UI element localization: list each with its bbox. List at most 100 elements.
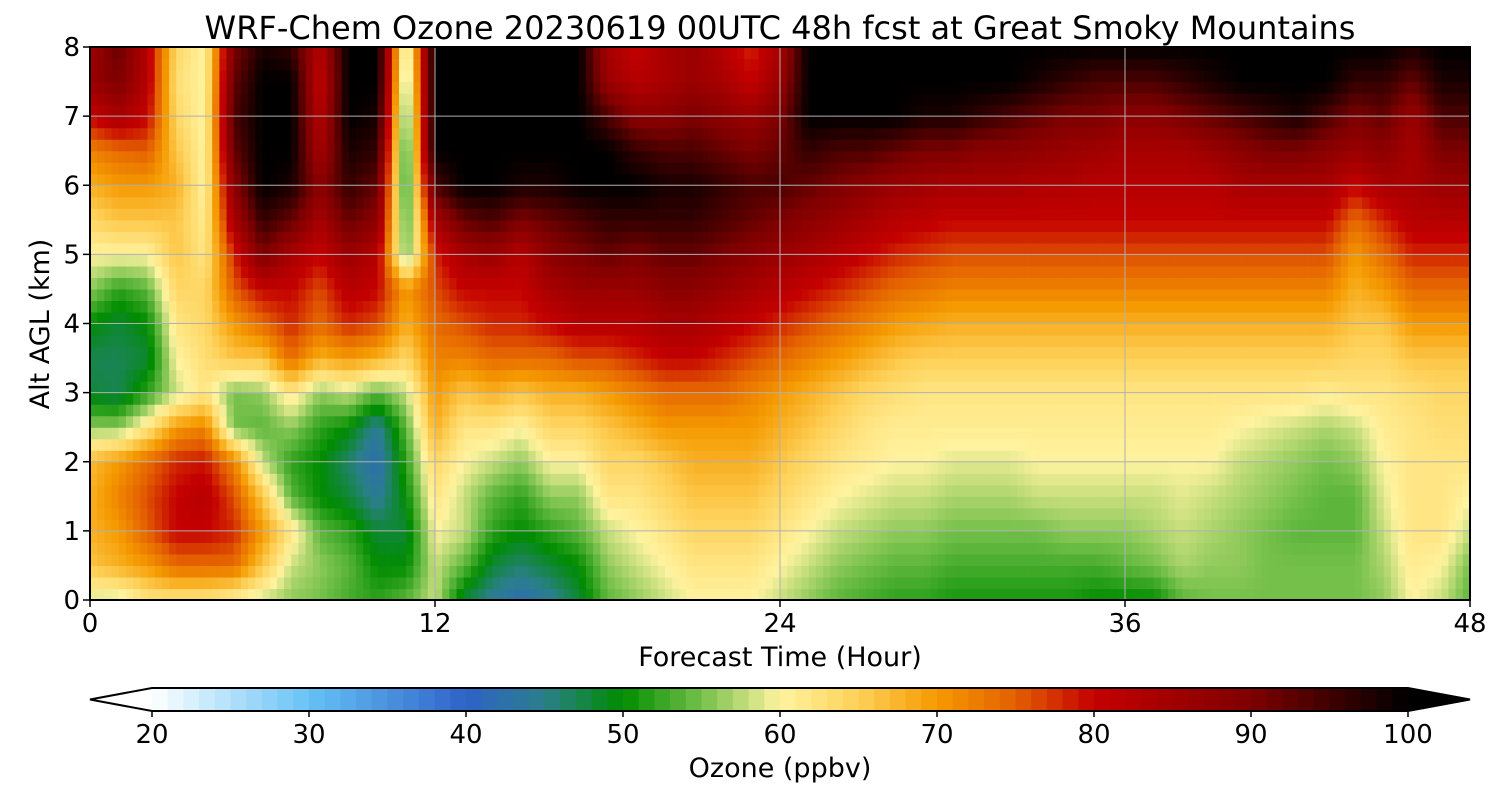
ozone-cell xyxy=(327,162,335,175)
ozone-cell xyxy=(499,473,508,486)
ozone-cell xyxy=(700,507,709,520)
ozone-cell xyxy=(665,553,673,567)
ozone-cell xyxy=(435,219,443,232)
ozone-cell xyxy=(729,231,738,244)
ozone-cell xyxy=(291,116,300,129)
ozone-cell xyxy=(154,588,163,601)
ozone-cell xyxy=(729,369,738,382)
ozone-cell xyxy=(772,127,781,140)
ozone-cell xyxy=(262,47,271,60)
ozone-cell xyxy=(226,150,235,163)
ozone-cell xyxy=(693,150,702,163)
ozone-cell xyxy=(693,323,702,336)
ozone-cell xyxy=(363,496,371,509)
ozone-cell xyxy=(700,438,709,451)
ozone-cell xyxy=(97,104,105,117)
ozone-cell xyxy=(154,450,163,463)
ozone-cell xyxy=(305,311,314,325)
ozone-cell xyxy=(90,265,98,279)
ozone-cell xyxy=(219,415,228,428)
ozone-cell xyxy=(456,254,465,267)
ozone-cell xyxy=(679,323,688,336)
ozone-cell xyxy=(808,507,817,520)
ozone-cell xyxy=(298,369,307,382)
ozone-cell xyxy=(557,565,565,578)
ozone-cell xyxy=(391,588,400,601)
ozone-cell xyxy=(154,277,163,290)
ozone-cell xyxy=(377,208,386,221)
ozone-cell xyxy=(693,116,702,129)
ozone-cell xyxy=(334,542,343,555)
ozone-cell xyxy=(686,231,695,244)
ozone-cell xyxy=(679,496,688,509)
ozone-cell xyxy=(679,427,688,440)
ozone-cell xyxy=(765,542,774,555)
ozone-cell xyxy=(542,58,551,71)
ozone-cell xyxy=(506,288,515,302)
ozone-cell xyxy=(334,576,343,590)
ozone-cell xyxy=(125,438,134,451)
ozone-cell xyxy=(427,415,436,428)
ozone-cell xyxy=(801,173,810,186)
ozone-cell xyxy=(535,473,544,486)
ozone-cell xyxy=(161,196,170,209)
ozone-cell xyxy=(240,242,249,255)
ozone-cell xyxy=(240,484,249,497)
ozone-cell xyxy=(700,323,709,336)
ozone-cell xyxy=(499,530,508,543)
ozone-cell xyxy=(787,104,795,117)
ozone-cell xyxy=(780,346,788,359)
ozone-cell xyxy=(363,323,371,336)
ozone-cell xyxy=(801,415,810,428)
ozone-cell xyxy=(226,335,235,348)
ozone-cell xyxy=(830,70,839,83)
ozone-cell xyxy=(334,392,343,405)
ozone-cell xyxy=(665,450,673,463)
ozone-cell xyxy=(794,300,803,313)
ozone-cell xyxy=(449,81,458,94)
ozone-cell xyxy=(801,104,810,117)
ozone-cell xyxy=(463,81,472,94)
ozone-cell xyxy=(751,484,760,497)
ozone-cell xyxy=(449,461,458,474)
ozone-cell xyxy=(542,311,551,325)
ozone-cell xyxy=(183,150,192,163)
ozone-cell xyxy=(772,381,781,394)
ozone-cell xyxy=(406,288,415,302)
ozone-cell xyxy=(147,588,156,601)
ozone-cell xyxy=(700,288,709,302)
ozone-cell xyxy=(341,392,350,405)
ozone-cell xyxy=(751,427,760,440)
ozone-cell xyxy=(269,185,278,198)
ozone-cell xyxy=(478,415,486,428)
ozone-cell xyxy=(657,70,666,83)
ozone-cell xyxy=(255,530,264,543)
ozone-cell xyxy=(327,70,335,83)
ozone-cell xyxy=(427,150,436,163)
ozone-cell xyxy=(758,288,767,302)
ozone-cell xyxy=(370,93,379,106)
ozone-cell xyxy=(657,93,666,106)
ozone-cell xyxy=(571,358,580,371)
ozone-cell xyxy=(334,588,343,601)
ozone-cell xyxy=(90,542,98,555)
ozone-cell xyxy=(320,542,328,555)
ozone-cell xyxy=(808,496,817,509)
ozone-cell xyxy=(305,461,314,474)
ozone-cell xyxy=(564,185,573,198)
ozone-cell xyxy=(614,553,623,567)
ozone-cell xyxy=(787,185,795,198)
ozone-cell xyxy=(679,185,688,198)
ozone-cell xyxy=(111,93,120,106)
ozone-cell xyxy=(240,162,249,175)
ozone-cell xyxy=(614,150,623,163)
ozone-cell xyxy=(161,162,170,175)
ozone-cell xyxy=(665,415,673,428)
ozone-cell xyxy=(593,58,601,71)
ozone-cell xyxy=(197,70,206,83)
ozone-cell xyxy=(391,162,400,175)
ozone-cell xyxy=(377,507,386,520)
ozone-cell xyxy=(470,277,479,290)
ozone-cell xyxy=(111,427,120,440)
ozone-cell xyxy=(564,496,573,509)
